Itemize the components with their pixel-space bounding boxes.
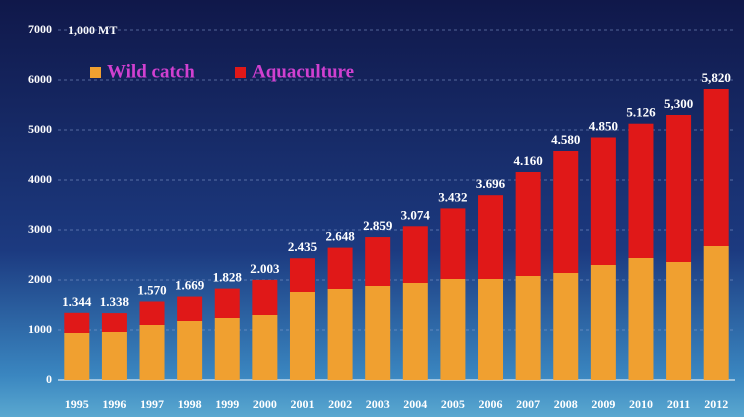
bar-segment [365, 237, 391, 286]
y-tick-label: 2000 [28, 272, 52, 286]
bar-segment [628, 123, 654, 258]
bar-segment [478, 279, 504, 380]
legend-swatch [235, 67, 246, 78]
bar-segment [402, 283, 428, 380]
total-label: 1.669 [175, 278, 205, 293]
total-label: 2.003 [250, 261, 280, 276]
bar-segment [703, 246, 729, 380]
bar-segment [177, 321, 203, 380]
bar-segment [402, 226, 428, 283]
bar-segment [177, 296, 203, 321]
bar-segment [666, 262, 692, 380]
bar-segment [515, 172, 541, 276]
bar-segment [365, 286, 391, 380]
bar-segment [628, 258, 654, 380]
bar-segment [440, 279, 466, 380]
x-tick-label: 2006 [479, 397, 503, 411]
total-label: 2.648 [325, 229, 355, 244]
x-tick-label: 2002 [328, 397, 352, 411]
total-label: 4.160 [514, 153, 543, 168]
bar-segment [478, 195, 504, 279]
legend-label: Aquaculture [252, 61, 354, 82]
bar-segment [553, 151, 579, 273]
bar-segment [289, 292, 315, 380]
bar-segment [139, 325, 165, 380]
total-label: 1.828 [213, 270, 243, 285]
y-tick-label: 6000 [28, 72, 52, 86]
x-tick-label: 2001 [290, 397, 314, 411]
x-tick-label: 2012 [704, 397, 728, 411]
x-tick-label: 2009 [591, 397, 615, 411]
y-tick-label: 4000 [28, 172, 52, 186]
total-label: 3.074 [401, 207, 431, 222]
bar-segment [703, 89, 729, 246]
bar-segment [252, 315, 278, 380]
bar-segment [214, 288, 240, 318]
x-tick-label: 2007 [516, 397, 540, 411]
x-tick-label: 1999 [215, 397, 239, 411]
y-tick-label: 7000 [28, 22, 52, 36]
bar-segment [101, 313, 127, 332]
x-tick-label: 2003 [366, 397, 390, 411]
x-tick-label: 2011 [667, 397, 690, 411]
bar-segment [666, 115, 692, 262]
x-tick-label: 2010 [629, 397, 653, 411]
bar-segment [214, 318, 240, 380]
x-tick-label: 2005 [441, 397, 465, 411]
total-label: 3.432 [438, 189, 467, 204]
y-tick-label: 5000 [28, 122, 52, 136]
x-tick-label: 2004 [403, 397, 427, 411]
total-label: 5,300 [664, 96, 693, 111]
total-label: 4.580 [551, 132, 580, 147]
total-label: 1.338 [100, 294, 130, 309]
unit-annotation: 1,000 MT [68, 23, 117, 37]
x-tick-label: 1997 [140, 397, 164, 411]
x-tick-label: 1998 [178, 397, 202, 411]
total-label: 1.344 [62, 294, 92, 309]
total-label: 5,820 [702, 70, 731, 85]
total-label: 2.435 [288, 239, 318, 254]
legend-swatch [90, 67, 101, 78]
total-label: 4.850 [589, 118, 618, 133]
bar-segment [139, 301, 165, 325]
bar-segment [590, 137, 616, 265]
bar-segment [440, 208, 466, 279]
total-label: 3.696 [476, 176, 506, 191]
bar-segment [327, 247, 353, 289]
x-tick-label: 2000 [253, 397, 277, 411]
legend-label: Wild catch [107, 61, 195, 82]
bar-segment [64, 312, 90, 333]
bar-segment [553, 273, 579, 380]
bar-segment [590, 265, 616, 380]
x-tick-label: 1995 [65, 397, 89, 411]
y-tick-label: 0 [46, 372, 52, 386]
x-tick-label: 2008 [554, 397, 578, 411]
y-tick-label: 1000 [28, 322, 52, 336]
x-tick-label: 1996 [102, 397, 126, 411]
total-label: 5.126 [626, 105, 656, 120]
bar-segment [327, 289, 353, 380]
bar-segment [515, 276, 541, 380]
total-label: 2.859 [363, 218, 393, 233]
bar-segment [64, 333, 90, 380]
total-label: 1.570 [137, 282, 166, 297]
y-tick-label: 3000 [28, 222, 52, 236]
bar-segment [289, 258, 315, 292]
bar-segment [101, 332, 127, 380]
bar-segment [252, 279, 278, 315]
